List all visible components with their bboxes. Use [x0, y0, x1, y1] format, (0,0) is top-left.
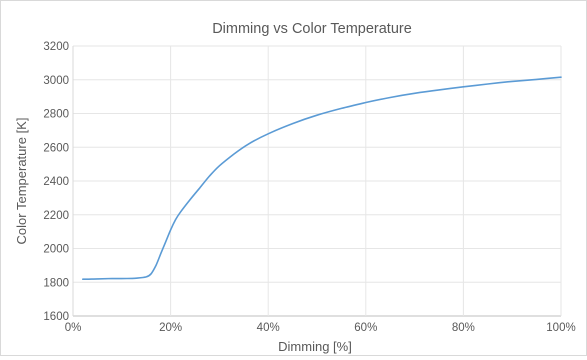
y-tick-label: 3200 — [43, 41, 69, 53]
x-tick-label: 100% — [546, 322, 575, 334]
y-axis-title: Color Temperature [K] — [14, 118, 29, 245]
series-line — [82, 76, 562, 280]
y-tick-label: 2000 — [43, 244, 69, 256]
x-tick-label: 60% — [354, 322, 377, 334]
series-layer — [82, 76, 562, 280]
y-tick-label: 3000 — [43, 75, 69, 87]
y-tick-label: 1800 — [43, 277, 69, 289]
x-tick-label: 40% — [257, 322, 280, 334]
x-tick-label: 80% — [452, 322, 475, 334]
tick-layer: 1600 1800 2000 2200 2400 2600 2800 3000 3200 0% 20… — [43, 41, 575, 334]
x-tick-label: 0% — [65, 322, 82, 334]
chart-title: Dimming vs Color Temperature — [212, 21, 412, 37]
y-tick-label: 1600 — [43, 311, 69, 323]
chart-svg: 1600 1800 2000 2200 2400 2600 2800 3000 3200 0% 20… — [14, 21, 576, 354]
y-tick-label: 2400 — [43, 176, 69, 188]
y-tick-label: 2200 — [43, 210, 69, 222]
y-tick-label: 2800 — [43, 109, 69, 121]
y-tick-label: 2600 — [43, 142, 69, 154]
x-axis-title: Dimming [%] — [278, 339, 352, 354]
grid-layer — [72, 45, 562, 317]
x-tick-label: 20% — [159, 322, 182, 334]
